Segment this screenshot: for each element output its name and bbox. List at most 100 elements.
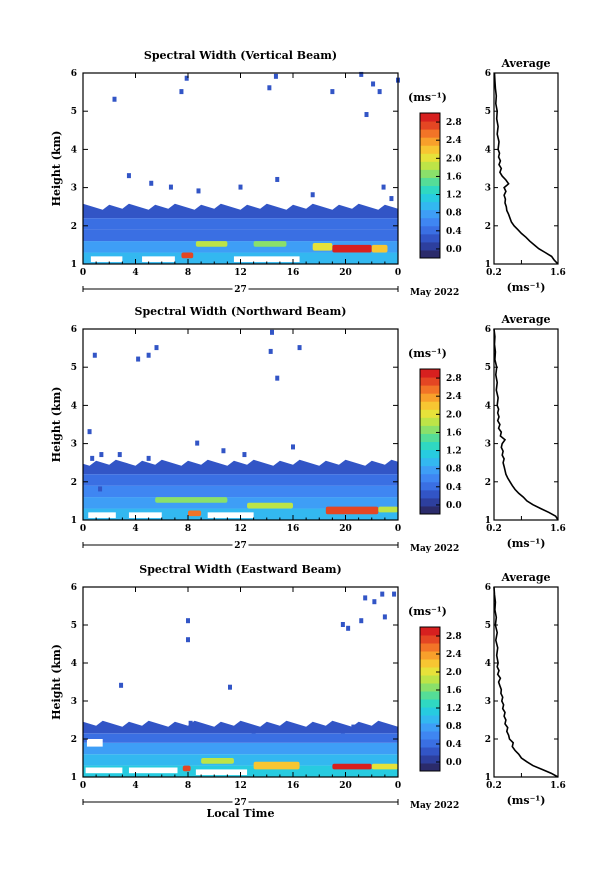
heatmap-layer-3 — [83, 218, 398, 230]
average-y-tick-label-5: 6 — [485, 69, 491, 79]
heatmap-cell-7 — [381, 184, 386, 190]
colorbar-segment-3 — [420, 739, 440, 748]
heatmap-cell-3 — [191, 724, 196, 730]
average-x-tick-label-2: 1.6 — [550, 524, 566, 534]
colorbar-segment-17 — [420, 369, 440, 378]
colorbar-segment-8 — [420, 441, 440, 451]
heatmap-hotspot-5 — [371, 244, 388, 253]
average-y-tick-label-1: 2 — [485, 222, 491, 232]
heatmap-gap-1 — [128, 767, 178, 774]
colorbar-segment-8 — [420, 185, 440, 195]
colorbar-segment-0 — [420, 763, 440, 772]
average-x-tick-label-0: 0.2 — [486, 524, 502, 534]
average-title: Average — [500, 313, 550, 326]
heatmap-cell-8 — [186, 618, 190, 624]
colorbar-unit: (ms⁻¹) — [408, 347, 447, 360]
average-y-tick-label-5: 6 — [485, 583, 491, 593]
colorbar-tick-label-0: 0.0 — [446, 501, 462, 511]
heatmap-hotspot-3 — [312, 242, 333, 251]
heatmap-hotspot-4 — [378, 506, 398, 513]
average-y-tick-label-4: 5 — [485, 363, 491, 373]
heatmap-cell-15 — [87, 429, 92, 435]
colorbar-segment-4 — [420, 473, 440, 483]
y-tick-label-5: 6 — [71, 325, 77, 335]
colorbar-segment-10 — [420, 425, 440, 434]
heatmap-gap-3 — [86, 739, 103, 747]
colorbar-segment-4 — [420, 731, 440, 740]
x-tick-label-3: 12 — [234, 268, 247, 278]
heatmap-cell-11 — [267, 85, 272, 91]
heatmap-cell-2 — [188, 720, 193, 726]
heatmap-cell-16 — [380, 591, 385, 597]
heatmap-cell-16 — [275, 375, 280, 381]
colorbar-tick-label-0: 0.0 — [446, 758, 462, 768]
average-profile-line — [493, 72, 559, 265]
colorbar-tick-label-0: 0.0 — [446, 245, 462, 255]
colorbar-segment-2 — [420, 747, 440, 756]
heatmap-cell-5 — [275, 176, 280, 182]
average-frame — [493, 328, 559, 521]
colorbar-segment-15 — [420, 385, 440, 394]
colorbar-tick-label-4: 1.6 — [446, 428, 462, 438]
y-tick-label-1: 2 — [71, 478, 77, 488]
colorbar-tick-label-6: 2.4 — [446, 392, 462, 402]
y-tick-label-5: 6 — [71, 583, 77, 593]
colorbar-segment-11 — [420, 675, 440, 684]
heatmap-cell-17 — [330, 89, 335, 95]
heatmap-cell-12 — [268, 348, 273, 354]
colorbar-segment-17 — [420, 113, 440, 122]
colorbar-segment-16 — [420, 377, 440, 386]
heatmap-cell-15 — [377, 89, 382, 95]
heatmap-hotspot-1 — [195, 241, 228, 247]
colorbar-segment-6 — [420, 457, 440, 467]
panel-title: Spectral Width (Northward Beam) — [135, 305, 347, 318]
heatmap-gap-0 — [90, 256, 123, 263]
colorbar-segment-10 — [420, 169, 440, 178]
average-y-tick-label-4: 5 — [485, 621, 491, 631]
heatmap-cell-9 — [136, 356, 141, 362]
y-tick-label-0: 1 — [71, 773, 77, 783]
heatmap-layer-4 — [83, 459, 398, 475]
y-tick-label-4: 5 — [71, 107, 77, 117]
colorbar-tick-label-3: 1.2 — [446, 447, 462, 457]
heatmap-gap-2 — [233, 256, 300, 263]
colorbar-tick-label-4: 1.6 — [446, 686, 462, 696]
heatmap-cell-5 — [221, 448, 226, 454]
x-tick-label-3: 12 — [234, 781, 247, 791]
y-tick-label-3: 4 — [71, 659, 77, 669]
heatmap-cell-3 — [146, 455, 151, 461]
heatmap-hotspot-3 — [325, 506, 379, 515]
heatmap-layer-2 — [83, 229, 398, 242]
heatmap-hotspot-2 — [247, 502, 293, 509]
colorbar-segment-16 — [420, 635, 440, 644]
heatmap-layer-1 — [83, 497, 398, 509]
y-tick-label-4: 5 — [71, 621, 77, 631]
heatmap-cell-0 — [119, 682, 124, 688]
x-tick-label-0: 0 — [80, 781, 86, 791]
colorbar-segment-14 — [420, 137, 440, 146]
colorbar-unit: (ms⁻¹) — [408, 605, 447, 618]
heatmap-cell-8 — [389, 196, 394, 202]
heatmap-cell-16 — [364, 112, 369, 118]
colorbar-segment-1 — [420, 755, 440, 764]
y-axis-label: Height (km) — [50, 131, 63, 207]
heatmap-cell-10 — [146, 352, 151, 358]
colorbar-segment-5 — [420, 465, 440, 475]
heatmap-layer-2 — [83, 742, 398, 755]
colorbar-tick-label-1: 0.4 — [446, 740, 462, 750]
colorbar-tick-label-3: 1.2 — [446, 191, 462, 201]
heatmap-hotspot-4 — [332, 244, 372, 253]
heatmap-cell-14 — [371, 81, 376, 87]
panel-title: Spectral Width (Vertical Beam) — [144, 49, 337, 62]
heatmap-cell-4 — [238, 184, 243, 190]
average-x-tick-label-2: 1.6 — [550, 268, 566, 278]
heatmap-cell-10 — [346, 625, 351, 631]
average-unit: (ms⁻¹) — [507, 537, 546, 550]
heatmap-cell-2 — [117, 452, 122, 458]
colorbar-tick-label-5: 2.0 — [446, 410, 462, 420]
average-y-tick-label-0: 1 — [485, 516, 491, 526]
colorbar-segment-6 — [420, 201, 440, 211]
heatmap-cell-6 — [351, 724, 356, 730]
heatmap-gap-1 — [142, 256, 175, 263]
